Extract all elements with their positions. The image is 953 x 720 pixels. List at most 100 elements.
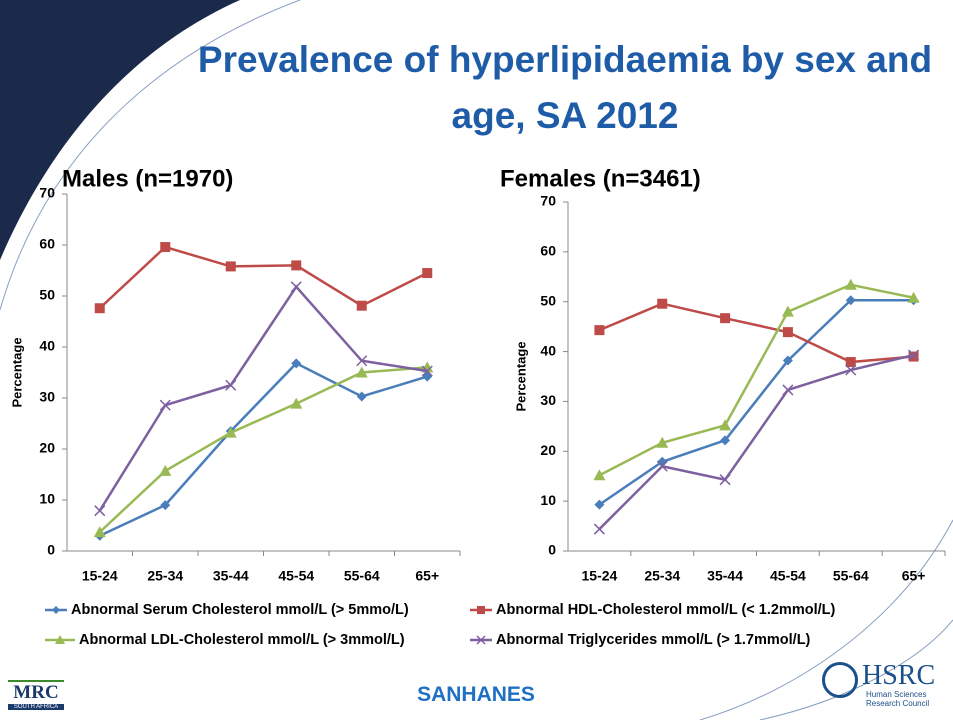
marker bbox=[908, 351, 919, 362]
marker bbox=[656, 460, 668, 472]
x-tick-label: 35-44 bbox=[707, 568, 743, 584]
mrc-logo: MRC SOUTH AFRICA bbox=[8, 650, 64, 718]
legend-label: Abnormal LDL-Cholesterol mmol/L (> 3mmol… bbox=[79, 632, 405, 648]
chart-title: Males (n=1970) bbox=[62, 165, 233, 192]
marker bbox=[782, 355, 793, 366]
x-tick-label: 65+ bbox=[902, 568, 926, 584]
series-line bbox=[99, 361, 428, 537]
y-tick-label: 20 bbox=[540, 442, 556, 458]
marker bbox=[356, 355, 368, 367]
marker bbox=[594, 499, 605, 510]
marker bbox=[781, 305, 794, 317]
marker bbox=[656, 436, 669, 448]
marker bbox=[94, 303, 105, 314]
hsrc-logo: HSRC Human Sciences Research Council bbox=[820, 660, 950, 716]
y-tick-label: 10 bbox=[39, 491, 55, 507]
series-line bbox=[598, 353, 914, 530]
marker bbox=[782, 384, 794, 396]
series-line bbox=[98, 245, 428, 310]
footer: SANHANES bbox=[417, 683, 535, 706]
marker bbox=[593, 523, 605, 535]
marker bbox=[159, 399, 171, 411]
x-tick-label: 15-24 bbox=[582, 568, 618, 584]
decor-curve bbox=[0, 0, 301, 311]
marker bbox=[594, 325, 605, 336]
logo-icon bbox=[822, 662, 858, 698]
marker bbox=[160, 500, 171, 511]
marker bbox=[422, 371, 433, 382]
y-tick-label: 60 bbox=[39, 236, 55, 252]
marker bbox=[356, 391, 367, 402]
marker bbox=[224, 426, 237, 438]
marker bbox=[845, 364, 857, 376]
x-tick-label: 45-54 bbox=[770, 568, 806, 584]
marker bbox=[225, 261, 236, 272]
x-tick-label: 65+ bbox=[415, 568, 439, 584]
x-tick-label: 55-64 bbox=[833, 568, 869, 584]
decor-curve bbox=[759, 619, 953, 720]
marker bbox=[657, 298, 668, 309]
marker bbox=[845, 357, 856, 368]
x-tick-label: 25-34 bbox=[644, 568, 680, 584]
y-tick-label: 0 bbox=[548, 542, 556, 558]
marker bbox=[290, 281, 302, 293]
marker bbox=[908, 349, 920, 361]
marker bbox=[355, 366, 368, 378]
marker bbox=[290, 397, 303, 409]
y-tick-label: 50 bbox=[540, 292, 556, 308]
y-tick-label: 70 bbox=[39, 185, 55, 201]
y-tick-label: 30 bbox=[540, 392, 556, 408]
series-line bbox=[98, 366, 428, 534]
y-tick-label: 40 bbox=[540, 342, 556, 358]
logo-text: SOUTH AFRICA bbox=[8, 704, 64, 710]
marker bbox=[422, 268, 433, 279]
legend-marker bbox=[476, 635, 486, 645]
legend-label: Abnormal Triglycerides mmol/L (> 1.7mmol… bbox=[496, 632, 811, 648]
legend-label: Abnormal HDL-Cholesterol mmol/L (< 1.2mm… bbox=[496, 602, 835, 618]
y-tick-label: 50 bbox=[39, 287, 55, 303]
decor-curve bbox=[699, 519, 953, 720]
y-tick-label: 70 bbox=[540, 193, 556, 209]
marker bbox=[159, 464, 172, 476]
marker bbox=[356, 300, 367, 311]
legend-marker bbox=[55, 635, 65, 644]
series-line bbox=[98, 284, 428, 512]
slide-title: Prevalence of hyperlipidaemia by sex and… bbox=[197, 39, 933, 136]
series-line bbox=[598, 298, 914, 506]
series-line bbox=[598, 283, 914, 477]
marker bbox=[719, 474, 731, 486]
legend-marker bbox=[477, 606, 485, 614]
legend-marker bbox=[52, 606, 60, 614]
logo-text: MRC bbox=[8, 680, 64, 704]
marker bbox=[225, 379, 237, 391]
x-tick-label: 35-44 bbox=[213, 568, 249, 584]
y-axis-title: Percentage bbox=[9, 337, 24, 407]
legend-label: Abnormal Serum Cholesterol mmol/L (> 5mm… bbox=[71, 602, 409, 618]
y-tick-label: 40 bbox=[39, 338, 55, 354]
y-axis-title: Percentage bbox=[513, 341, 528, 411]
x-tick-label: 45-54 bbox=[278, 568, 314, 584]
marker bbox=[291, 358, 302, 369]
chart-title: Females (n=3461) bbox=[500, 165, 701, 192]
y-tick-label: 0 bbox=[47, 542, 55, 558]
x-tick-label: 55-64 bbox=[344, 568, 380, 584]
y-tick-label: 10 bbox=[540, 492, 556, 508]
corner-decoration bbox=[0, 0, 240, 260]
marker bbox=[93, 526, 106, 538]
series-line bbox=[598, 302, 914, 364]
marker bbox=[844, 278, 857, 290]
marker bbox=[782, 327, 793, 338]
marker bbox=[593, 469, 606, 481]
marker bbox=[719, 419, 732, 431]
marker bbox=[720, 313, 731, 324]
marker bbox=[720, 435, 731, 446]
y-tick-label: 20 bbox=[39, 440, 55, 456]
y-tick-label: 30 bbox=[39, 389, 55, 405]
x-tick-label: 25-34 bbox=[147, 568, 183, 584]
logo-text: HSRC bbox=[862, 660, 936, 691]
x-tick-label: 15-24 bbox=[82, 568, 118, 584]
marker bbox=[160, 242, 171, 253]
marker bbox=[421, 365, 433, 377]
